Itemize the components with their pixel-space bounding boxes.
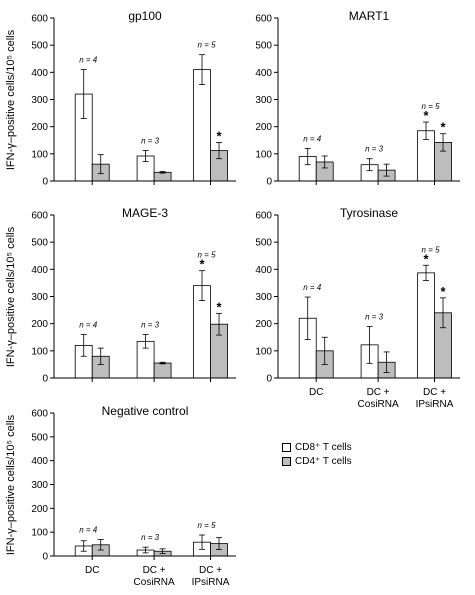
panel-3-title: MAGE-3: [122, 206, 168, 220]
panel-2-title: MART1: [349, 9, 390, 23]
legend-label-cd4: CD4⁺ T cells: [295, 455, 352, 467]
panel-1-y-tick-label: 100: [31, 149, 48, 160]
panel-4-n-label-2: n = 3: [365, 312, 384, 321]
panel-4-category-label-2: CosiRNA: [358, 399, 399, 410]
panel-5-y-tick-label: 0: [42, 552, 48, 563]
panel-2-y-tick-label: 100: [255, 149, 272, 160]
panel-4-y-tick-label: 300: [255, 292, 272, 303]
panel-5-y-tick-label: 300: [31, 480, 48, 491]
panel-3-y-tick-label: 200: [31, 319, 48, 330]
panel-5-n-label-2: n = 3: [141, 533, 160, 542]
panel-5-y-tick-label: 500: [31, 432, 48, 443]
panel-5-n-label-3: n = 5: [198, 521, 217, 530]
panel-1-n-label-3: n = 5: [198, 41, 217, 50]
panel-1-y-tick-label: 300: [31, 95, 48, 106]
panel-1-significance-star: *: [216, 128, 222, 143]
panel-5-y-tick-label: 200: [31, 504, 48, 515]
panel-5-y-tick-label: 100: [31, 528, 48, 539]
panel-2-y-tick-label: 600: [255, 14, 272, 25]
legend-item-cd4: CD4⁺ T cells: [282, 454, 352, 468]
panel-5-category-label-1: DC: [85, 565, 99, 576]
panel-3-bar-cd4-2: [153, 362, 172, 379]
panel-2-significance-star: *: [440, 120, 446, 135]
panel-3-y-tick-label: 400: [31, 265, 48, 276]
panel-4-y-tick-label: 200: [255, 319, 272, 330]
panel-5-category-label-2: CosiRNA: [134, 577, 175, 588]
panel-1-bar-cd4-2: [153, 171, 172, 182]
panel-1-title: gp100: [128, 9, 162, 23]
panel-4-significance-star: *: [440, 284, 446, 299]
panel-1-n-label-1: n = 4: [79, 56, 98, 65]
legend-swatch-cd8: [282, 442, 291, 452]
legend: CD8⁺ T cells CD4⁺ T cells: [282, 440, 352, 468]
y-axis-label-row-2: IFN-γ–positive cells/10⁵ cells: [5, 226, 17, 367]
panel-2-significance-star: *: [423, 108, 429, 123]
panel-4-significance-star: *: [423, 251, 429, 266]
panel-1-bar-cd8-3: [193, 69, 211, 182]
panel-4-n-label-3: n = 5: [422, 245, 441, 254]
panel-2-y-tick-label: 200: [255, 122, 272, 133]
y-axis-label-row-1: IFN-γ–positive cells/10⁵ cells: [5, 29, 17, 170]
panel-2-y-tick-label: 300: [255, 95, 272, 106]
panel-4-bar-cd8-3: [417, 272, 435, 379]
panel-3-y-tick-label: 500: [31, 238, 48, 249]
panel-3-y-tick-label: 0: [42, 374, 48, 385]
panel-5-category-label-3: IPsiRNA: [192, 577, 230, 588]
panel-1-y-tick-label: 400: [31, 68, 48, 79]
panel-3-y-tick-label: 600: [31, 211, 48, 222]
panel-4-category-label-3: DC +: [423, 387, 446, 398]
panel-2-n-label-2: n = 3: [365, 145, 384, 154]
panel-1-y-tick-label: 600: [31, 14, 48, 25]
legend-label-cd8: CD8⁺ T cells: [295, 441, 352, 453]
legend-swatch-cd4: [282, 456, 291, 466]
panel-1-y-tick-label: 0: [42, 177, 48, 188]
panel-4-y-tick-label: 600: [255, 211, 272, 222]
panel-1-y-tick-label: 200: [31, 122, 48, 133]
panel-4-y-tick-label: 0: [266, 374, 272, 385]
panel-2-n-label-3: n = 5: [422, 102, 441, 111]
legend-item-cd8: CD8⁺ T cells: [282, 440, 352, 454]
panel-5-category-label-3: DC +: [199, 565, 222, 576]
panel-4-y-tick-label: 400: [255, 265, 272, 276]
panel-3-n-label-3: n = 5: [198, 251, 217, 260]
panel-4-category-label-1: DC: [309, 387, 323, 398]
panel-2-y-tick-label: 500: [255, 41, 272, 52]
panel-5-y-tick-label: 600: [31, 409, 48, 420]
panel-5-title: Negative control: [102, 404, 189, 418]
panel-2-n-label-1: n = 4: [303, 134, 322, 143]
panel-4-category-label-3: IPsiRNA: [416, 399, 454, 410]
panel-3-significance-star: *: [216, 299, 222, 314]
panel-4-category-label-2: DC +: [367, 387, 390, 398]
panel-2-y-tick-label: 0: [266, 177, 272, 188]
panel-3-n-label-1: n = 4: [79, 321, 98, 330]
panel-1-y-tick-label: 500: [31, 41, 48, 52]
panel-3-y-tick-label: 100: [31, 346, 48, 357]
panel-3-significance-star: *: [199, 257, 205, 272]
panel-5-y-tick-label: 400: [31, 456, 48, 467]
panel-3-n-label-2: n = 3: [141, 321, 160, 330]
panel-4-title: Tyrosinase: [340, 206, 398, 220]
panel-5-n-label-1: n = 4: [79, 526, 98, 535]
panel-3-y-tick-label: 300: [31, 292, 48, 303]
y-axis-label-row-3: IFN-γ–positive cells/10⁵ cells: [5, 414, 17, 555]
panel-1-n-label-2: n = 3: [141, 137, 160, 146]
panel-4-y-tick-label: 500: [255, 238, 272, 249]
panel-4-n-label-1: n = 4: [303, 283, 322, 292]
panel-2-y-tick-label: 400: [255, 68, 272, 79]
panel-5-category-label-2: DC +: [143, 565, 166, 576]
panel-4-y-tick-label: 100: [255, 346, 272, 357]
